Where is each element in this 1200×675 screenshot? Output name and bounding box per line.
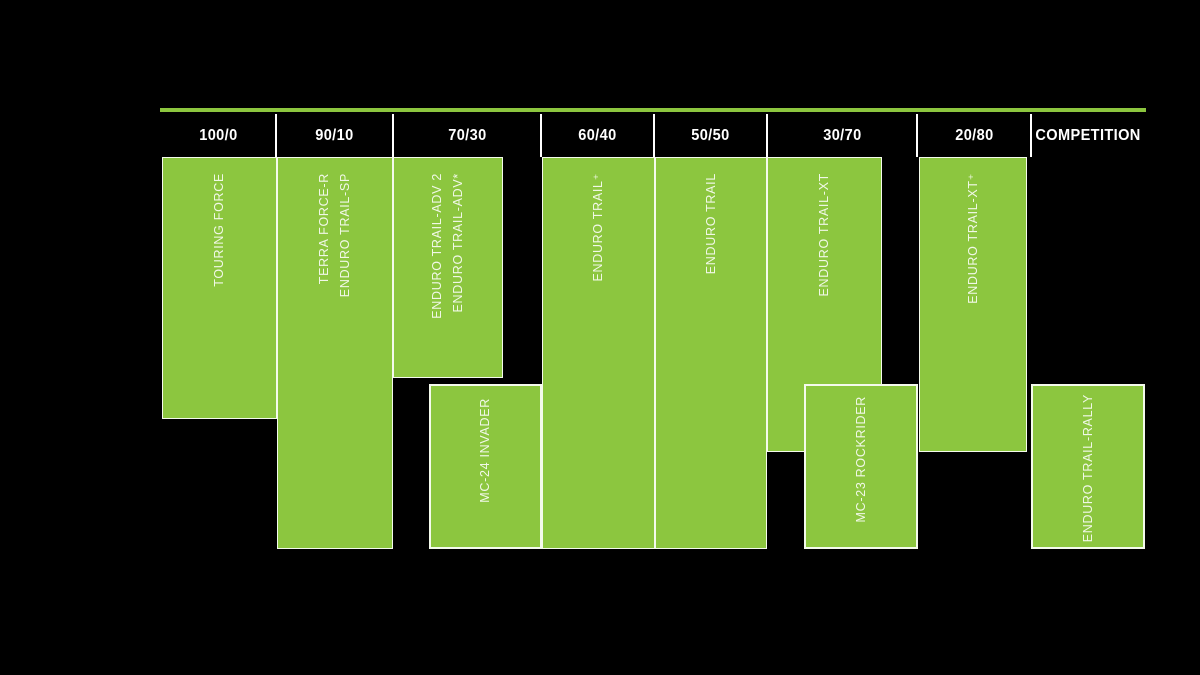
bar-label-group: MC-23 ROCKRIDER <box>806 386 916 547</box>
bar-enduro-trail-plus: ENDURO TRAIL⁺ <box>542 157 655 549</box>
bar-label-line: MC-23 ROCKRIDER <box>853 396 868 523</box>
category-label: 50/50 <box>691 126 730 144</box>
bar-label-line: ENDURO TRAIL-SP <box>338 173 352 298</box>
header-top-rule <box>160 108 1146 112</box>
category-label: 60/40 <box>578 126 617 144</box>
category-header-70-30: 70/30 <box>393 114 541 157</box>
category-header-100-0: 100/0 <box>160 114 276 157</box>
bar-label-group: ENDURO TRAIL-RALLY <box>1033 386 1143 547</box>
bar-enduro-trail-adv: ENDURO TRAIL-ADV 2 ENDURO TRAIL-ADV* <box>393 157 503 378</box>
bar-label-group: MC-24 INVADER <box>431 386 540 547</box>
column-separator <box>1030 114 1032 157</box>
bar-enduro-trail: ENDURO TRAIL <box>655 157 767 549</box>
category-header-60-40: 60/40 <box>541 114 654 157</box>
column-separator <box>392 114 394 157</box>
bar-label-line: ENDURO TRAIL-RALLY <box>1080 394 1095 543</box>
bar-label-group: ENDURO TRAIL-XT⁺ <box>920 158 1026 451</box>
bar-label-line: ENDURO TRAIL-XT⁺ <box>965 173 980 304</box>
bar-enduro-trail-rally: ENDURO TRAIL-RALLY <box>1031 384 1145 549</box>
category-header-competition: COMPETITION <box>1031 114 1146 157</box>
bar-label-line: MC-24 INVADER <box>478 398 492 503</box>
category-label: 20/80 <box>954 126 994 144</box>
column-separator <box>275 114 277 157</box>
bar-label-group: ENDURO TRAIL⁺ <box>543 158 654 548</box>
bar-touring-force: TOURING FORCE <box>162 157 277 419</box>
category-label: 100/0 <box>198 126 238 144</box>
bar-mc-24-invader: MC-24 INVADER <box>429 384 542 549</box>
bar-label-line: ENDURO TRAIL-XT <box>817 173 831 297</box>
bar-label-group: ENDURO TRAIL-ADV 2 ENDURO TRAIL-ADV* <box>394 158 502 377</box>
column-separator <box>766 114 768 157</box>
category-label: 30/70 <box>822 126 862 144</box>
bar-label-group: TERRA FORCE-R ENDURO TRAIL-SP <box>278 158 392 548</box>
bar-mc-23-rockrider: MC-23 ROCKRIDER <box>804 384 918 549</box>
bar-terra-force-r: TERRA FORCE-R ENDURO TRAIL-SP <box>277 157 393 549</box>
category-label: 90/10 <box>315 126 354 144</box>
bar-label-group: TOURING FORCE <box>163 158 276 418</box>
bar-label-line: TOURING FORCE <box>212 173 226 287</box>
bar-enduro-trail-xt-plus: ENDURO TRAIL-XT⁺ <box>919 157 1027 452</box>
category-header-20-80: 20/80 <box>917 114 1031 157</box>
column-separator <box>540 114 542 157</box>
bar-label-line: ENDURO TRAIL-ADV 2 <box>430 173 444 319</box>
bar-label-line: ENDURO TRAIL-ADV* <box>451 173 465 313</box>
category-label: COMPETITION <box>1035 126 1142 144</box>
category-header-30-70: 30/70 <box>767 114 917 157</box>
bar-label-line: TERRA FORCE-R <box>317 173 331 285</box>
category-label: 70/30 <box>447 126 487 144</box>
bar-label-group: ENDURO TRAIL <box>656 158 766 548</box>
bar-label-line: ENDURO TRAIL⁺ <box>591 173 605 282</box>
column-separator <box>653 114 655 157</box>
category-header-90-10: 90/10 <box>276 114 393 157</box>
category-header-50-50: 50/50 <box>654 114 767 157</box>
column-separator <box>916 114 918 157</box>
bar-label-line: ENDURO TRAIL <box>703 173 718 275</box>
